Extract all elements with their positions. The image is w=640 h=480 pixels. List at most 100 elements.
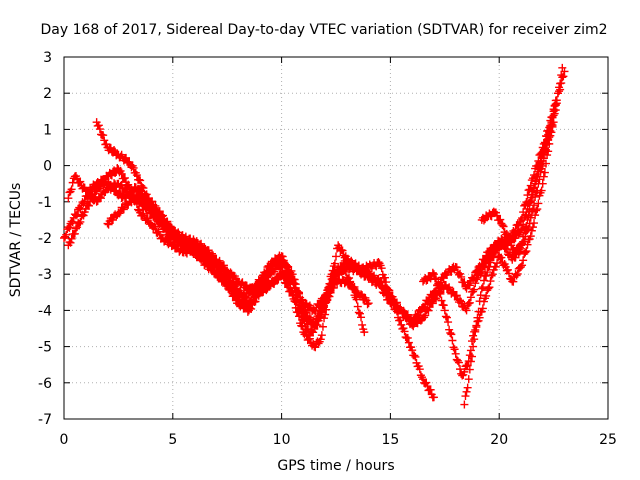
y-tick-label: -2 <box>38 231 52 247</box>
y-tick-label: -4 <box>38 303 52 319</box>
data-marker-run <box>115 166 133 190</box>
data-marker-run <box>461 383 472 401</box>
data-marker-run <box>246 286 263 309</box>
data-point <box>440 306 449 315</box>
data-marker-run <box>509 263 524 286</box>
data-point <box>464 375 473 384</box>
data-marker-run <box>491 238 503 255</box>
data-marker-run <box>333 275 350 288</box>
data-point <box>462 306 471 315</box>
data-marker-run <box>502 265 516 284</box>
x-tick-label: 20 <box>490 432 508 448</box>
data-marker-run <box>420 268 437 285</box>
data-marker-run <box>100 175 117 194</box>
data-point <box>473 313 482 322</box>
series-track-d <box>103 67 569 326</box>
y-tick-label: -5 <box>38 340 52 356</box>
y-tick-label: -6 <box>38 376 52 392</box>
data-marker-run <box>518 222 531 248</box>
y-tick-label: -1 <box>38 195 52 211</box>
data-marker-run <box>474 291 485 316</box>
y-tick-label: 1 <box>43 122 52 138</box>
x-tick-label: 5 <box>168 432 177 448</box>
grid <box>64 57 608 419</box>
data-point <box>64 194 73 203</box>
data-marker-run <box>278 256 296 277</box>
data-point <box>451 349 460 358</box>
data-marker-run <box>71 172 89 193</box>
data-marker-run <box>267 255 285 276</box>
data-series <box>60 63 569 409</box>
data-marker-run <box>459 361 472 379</box>
data-marker-run <box>159 234 176 251</box>
y-tick-label: -7 <box>38 412 52 428</box>
data-marker-run <box>483 271 496 295</box>
data-point <box>488 270 497 279</box>
data-point <box>530 183 539 192</box>
data-point <box>429 270 438 279</box>
data-marker-run <box>104 210 122 229</box>
series-track-f <box>419 100 560 380</box>
data-marker-run <box>311 303 329 329</box>
data-marker-run <box>498 221 511 239</box>
data-marker-run <box>376 278 394 298</box>
data-marker-run <box>61 223 74 241</box>
data-marker-run <box>420 290 437 312</box>
y-tick-label: 2 <box>43 86 52 102</box>
data-marker-run <box>511 243 524 257</box>
data-marker-run <box>463 275 481 310</box>
data-marker-run <box>67 203 85 227</box>
y-tick-label: 0 <box>43 159 52 175</box>
data-point <box>364 299 373 308</box>
data-point <box>360 328 369 337</box>
data-marker-run <box>496 253 509 270</box>
data-marker-run <box>235 277 252 294</box>
data-marker-run <box>478 268 492 292</box>
data-point <box>349 284 358 293</box>
data-marker-run <box>452 263 470 291</box>
data-marker-run <box>74 208 89 228</box>
x-tick-label: 10 <box>273 432 291 448</box>
data-point <box>543 139 552 148</box>
data-marker-run <box>311 337 324 352</box>
data-marker-run <box>191 248 209 265</box>
data-point <box>547 118 556 127</box>
series-track-h <box>477 118 556 257</box>
data-point <box>429 393 438 402</box>
data-marker-run <box>539 121 555 154</box>
data-marker-run <box>431 274 448 310</box>
data-point <box>551 96 560 105</box>
data-marker-run <box>350 291 368 334</box>
data-marker-run <box>528 186 546 232</box>
chart-title: Day 168 of 2017, Sidereal Day-to-day VTE… <box>41 22 608 38</box>
data-marker-run <box>132 171 146 190</box>
data-marker-run <box>504 236 518 254</box>
data-marker-run <box>65 224 80 247</box>
data-marker-run <box>169 227 187 245</box>
data-marker-run <box>387 292 405 314</box>
data-marker-run <box>115 198 133 218</box>
data-marker-run <box>93 121 111 149</box>
x-tick-label: 15 <box>381 432 399 448</box>
data-marker-run <box>452 355 466 378</box>
data-marker-run <box>420 298 437 322</box>
data-marker-run <box>465 337 476 360</box>
data-point <box>516 262 525 271</box>
data-marker-run <box>470 321 481 344</box>
y-axis-label: SDTVAR / TECUs <box>8 183 24 298</box>
data-marker-run <box>213 271 231 291</box>
data-marker-run <box>441 312 459 354</box>
data-point <box>558 63 567 72</box>
series-track-e <box>92 63 567 331</box>
data-marker-run <box>354 290 372 309</box>
data-marker-run <box>398 324 416 352</box>
data-point <box>523 215 532 224</box>
data-point <box>469 342 478 351</box>
x-axis-label: GPS time / hours <box>277 458 394 474</box>
data-point <box>138 183 147 192</box>
x-tick-label: 0 <box>60 432 69 448</box>
data-point <box>477 284 486 293</box>
data-point <box>460 400 469 409</box>
data-marker-run <box>409 351 426 382</box>
